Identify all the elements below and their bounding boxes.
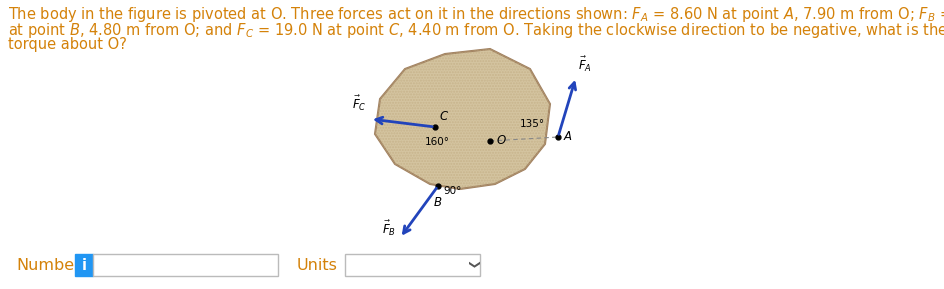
Text: 160°: 160° bbox=[425, 137, 449, 147]
Text: $\vec{F}_C$: $\vec{F}_C$ bbox=[352, 94, 366, 113]
Text: 90°: 90° bbox=[443, 186, 461, 196]
Text: The body in the figure is pivoted at O. Three forces act on it in the directions: The body in the figure is pivoted at O. … bbox=[8, 5, 944, 24]
Text: $\vec{F}_A$: $\vec{F}_A$ bbox=[578, 55, 591, 74]
Polygon shape bbox=[375, 49, 549, 189]
Text: $B$: $B$ bbox=[433, 196, 442, 209]
Text: at point $B$, 4.80 m from O; and $F_C$ = 19.0 N at point $C$, 4.40 m from O. Tak: at point $B$, 4.80 m from O; and $F_C$ =… bbox=[8, 21, 944, 40]
Text: i: i bbox=[81, 257, 87, 273]
FancyBboxPatch shape bbox=[75, 254, 93, 276]
Text: Units: Units bbox=[296, 257, 338, 273]
Text: $C$: $C$ bbox=[439, 110, 448, 123]
FancyBboxPatch shape bbox=[93, 254, 278, 276]
Text: ❯: ❯ bbox=[466, 260, 477, 270]
Text: $A$: $A$ bbox=[563, 131, 572, 144]
Text: 135°: 135° bbox=[519, 119, 545, 129]
Text: torque about O?: torque about O? bbox=[8, 37, 126, 52]
Text: $\vec{F}_B$: $\vec{F}_B$ bbox=[381, 218, 396, 238]
Text: Number: Number bbox=[16, 257, 81, 273]
FancyBboxPatch shape bbox=[345, 254, 480, 276]
Text: $O$: $O$ bbox=[496, 134, 506, 147]
